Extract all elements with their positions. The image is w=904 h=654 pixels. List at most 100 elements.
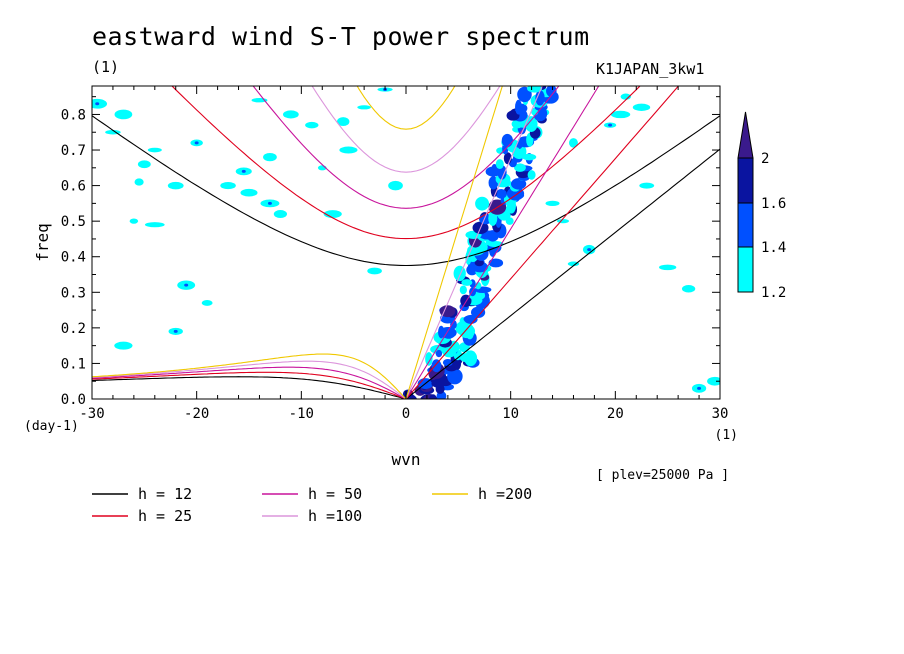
x-tick-label-6: 30 [712, 406, 729, 422]
shade-spot-core-30 [608, 123, 613, 127]
kelvin-curve-h200 [405, 86, 503, 399]
shade-spot-3 [134, 178, 144, 186]
y-tick-label-2: 0.2 [61, 321, 86, 337]
shade-spot-core-15 [267, 201, 272, 205]
shade-spot-23 [201, 300, 213, 306]
legend-label-2: h = 50 [308, 485, 362, 503]
shade-spot-19 [357, 105, 371, 110]
y-tick-label-6: 0.6 [61, 179, 86, 195]
legend: h = 12 h = 25 h = 50 h =100 h =200 [92, 485, 532, 525]
shade-patch-184 [546, 86, 557, 97]
shade-spot-33 [632, 103, 651, 112]
shade-spot-core-40 [587, 248, 592, 252]
shade-spot-8 [144, 222, 165, 228]
y-tick-label-4: 0.4 [61, 250, 86, 266]
colorbar-segment-2 [737, 157, 754, 204]
x-axis-unit: (1) [715, 428, 738, 443]
shade-patch-79 [453, 265, 466, 282]
y-axis-label: freq [33, 223, 52, 262]
x-tick-label-2: -10 [289, 406, 314, 422]
shade-spot-22 [339, 146, 358, 154]
shade-spot-13 [282, 110, 299, 119]
rossby-curve-h100 [92, 360, 407, 399]
shade-patch-35 [464, 350, 478, 367]
y-tick-label-1: 0.1 [61, 356, 86, 372]
plot-frame [91, 85, 721, 400]
shade-patch-143 [514, 163, 526, 172]
chart-title: eastward wind S-T power spectrum [92, 22, 590, 51]
run-label: K1JAPAN_3kw1 [596, 60, 705, 78]
shade-spot-32 [620, 93, 632, 100]
power-shading [92, 86, 720, 399]
shade-patch-38 [435, 349, 443, 358]
colorbar-label-0: 1.2 [761, 285, 786, 301]
shade-spot-43 [557, 219, 569, 224]
shade-spot-core-25 [173, 329, 178, 333]
kelvin-curve-h100 [405, 86, 543, 399]
shade-patch-129 [506, 186, 525, 201]
shade-patch-36 [430, 344, 446, 354]
shade-patch-142 [495, 159, 504, 170]
legend-label-0: h = 12 [138, 485, 192, 503]
colorbar-segment-0 [737, 246, 754, 293]
shade-patch-52 [464, 322, 472, 331]
shade-spot-core-10 [241, 169, 246, 173]
shade-spot-38 [659, 264, 677, 271]
shade-patch-149 [522, 153, 537, 161]
colorbar-label-3: 2 [761, 151, 769, 167]
shade-patch-48 [439, 327, 457, 339]
y-tick-label-0: 0.0 [61, 392, 86, 408]
shade-spot-26 [137, 160, 151, 169]
shade-spot-core-5 [194, 141, 199, 145]
gravity-curve-h12 [92, 115, 720, 267]
shade-spot-core-0 [95, 102, 100, 106]
rossby-curve-h12 [92, 376, 407, 399]
rossby-curve-h200 [92, 353, 407, 399]
shade-spot-39 [567, 261, 580, 267]
shade-spot-14 [305, 121, 319, 129]
shade-spot-2 [114, 109, 133, 120]
shade-spot-37 [681, 284, 696, 293]
title-unit: (1) [92, 58, 120, 76]
shade-spot-27 [240, 188, 258, 197]
y-tick-label-3: 0.3 [61, 285, 86, 301]
shade-spot-31 [610, 110, 631, 119]
shade-spot-core-45 [184, 283, 189, 287]
colorbar-label-1: 1.4 [761, 240, 786, 256]
x-tick-label-4: 10 [502, 406, 519, 422]
shade-patch-186 [527, 86, 543, 93]
shade-patch-182 [535, 90, 545, 106]
shade-spot-29 [569, 138, 578, 148]
shade-patch-119 [475, 196, 490, 211]
kelvin-curve-h50 [405, 86, 600, 399]
rossby-curve-h25 [92, 371, 407, 399]
shade-patch-89 [474, 259, 484, 267]
kelvin-curve-h25 [405, 86, 680, 399]
gravity-curve-h100 [311, 86, 501, 173]
x-tick-label-0: -30 [79, 406, 104, 422]
shade-patch-167 [511, 119, 524, 129]
axes: -30 -20 -10 0 10 20 30 0.0 0.1 0.2 0.3 0.4 0.5 0.6 0.7… [24, 86, 738, 469]
gravity-curve-h200 [356, 86, 456, 130]
shade-spot-0 [92, 98, 108, 109]
dispersion-curves [92, 86, 720, 399]
shade-spot-core-35 [697, 386, 702, 390]
y-tick-label-5: 0.5 [61, 214, 86, 230]
shade-spot-6 [147, 147, 162, 153]
shade-spot-16 [273, 210, 288, 219]
x-tick-label-3: 0 [402, 406, 410, 422]
colorbar-label-2: 1.6 [761, 196, 786, 212]
shade-spot-24 [114, 341, 133, 350]
y-tick-label-7: 0.7 [61, 143, 86, 159]
shade-patch-60 [470, 306, 486, 319]
shade-patch-157 [501, 133, 513, 148]
shade-patch-32 [425, 352, 433, 366]
x-tick-label-1: -20 [184, 406, 209, 422]
shade-spot-34 [639, 182, 655, 189]
x-axis-label: wvn [392, 450, 421, 469]
colorbar-segment-1 [737, 202, 754, 248]
colorbar: 1.2 1.4 1.6 2 [737, 111, 786, 301]
shade-patch-73 [459, 285, 467, 295]
shade-patch-140 [491, 164, 498, 176]
